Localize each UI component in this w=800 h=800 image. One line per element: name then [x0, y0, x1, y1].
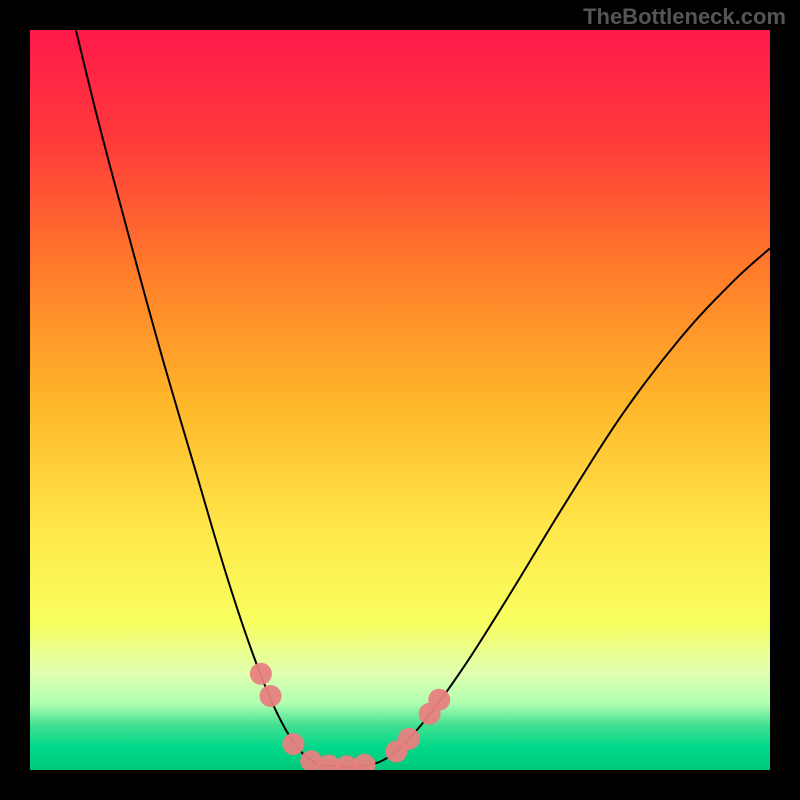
chart-container: TheBottleneck.com: [0, 0, 800, 800]
watermark-label: TheBottleneck.com: [583, 4, 786, 30]
plot-svg: [30, 30, 770, 770]
data-marker: [282, 733, 304, 755]
data-marker: [353, 754, 375, 770]
data-marker: [250, 663, 272, 685]
plot-area: [30, 30, 770, 770]
data-marker: [428, 689, 450, 711]
data-marker: [260, 685, 282, 707]
bottleneck-curve: [76, 30, 770, 767]
data-marker: [398, 728, 420, 750]
